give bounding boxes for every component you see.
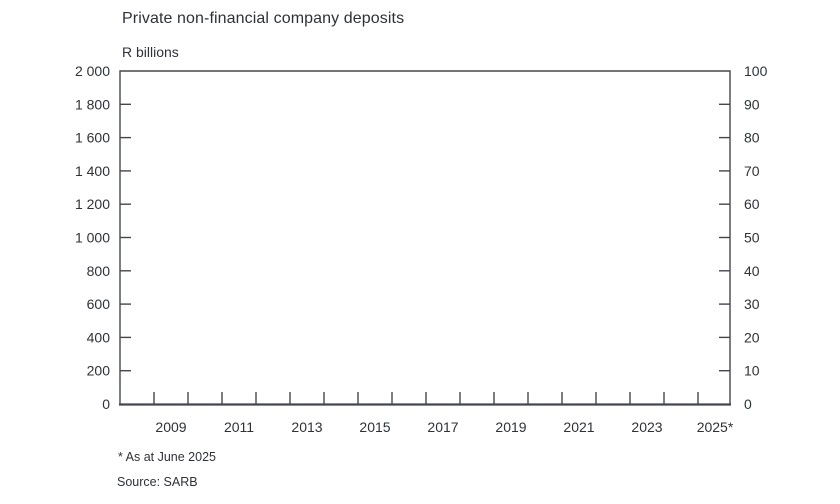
y-axis-label-left: 400 [87, 329, 111, 345]
y-axis-label-left: 1 600 [75, 130, 110, 146]
y-axis-label-right: 100 [744, 63, 768, 79]
x-axis-label: 2013 [291, 419, 322, 435]
plot-frame [119, 70, 731, 404]
y-axis-label-left: 1 800 [75, 96, 110, 112]
y-axis-label-right: 40 [744, 263, 760, 279]
y-axis-label-right: 70 [744, 163, 760, 179]
y-axis-label-right: 90 [744, 96, 760, 112]
y-axis-label-left: 1 400 [75, 163, 110, 179]
y-axis-label-right: 30 [744, 296, 760, 312]
y-axis-label-left: 1 200 [75, 196, 110, 212]
y-axis-label-right: 80 [744, 130, 760, 146]
chart-source-note: Source: SARB [117, 475, 198, 489]
y-axis-label-right: 20 [744, 329, 760, 345]
x-axis-label: 2021 [563, 419, 594, 435]
x-axis-label: 2025* [697, 419, 734, 435]
x-axis-label: 2015 [359, 419, 390, 435]
y-axis-label-right: 10 [744, 363, 760, 379]
x-axis-label: 2009 [155, 419, 186, 435]
y-axis-label-left: 800 [87, 263, 111, 279]
y-axis-label-right: 50 [744, 230, 760, 246]
y-axis-label-left: 200 [87, 363, 111, 379]
y-axis-label-left: 2 000 [75, 63, 110, 79]
x-axis-label: 2019 [495, 419, 526, 435]
x-axis-label: 2017 [427, 419, 458, 435]
y-axis-label-left: 0 [102, 396, 110, 412]
chart-footnote: * As at June 2025 [118, 450, 216, 464]
y-axis-label-right: 0 [744, 396, 752, 412]
y-axis-label-left: 1 000 [75, 230, 110, 246]
x-axis-label: 2023 [631, 419, 662, 435]
y-axis-unit-label: R billions [122, 44, 179, 60]
y-axis-label-left: 600 [87, 296, 111, 312]
x-axis-label: 2011 [224, 419, 254, 435]
chart-title: Private non-financial company deposits [122, 10, 405, 27]
y-axis-label-right: 60 [744, 196, 760, 212]
